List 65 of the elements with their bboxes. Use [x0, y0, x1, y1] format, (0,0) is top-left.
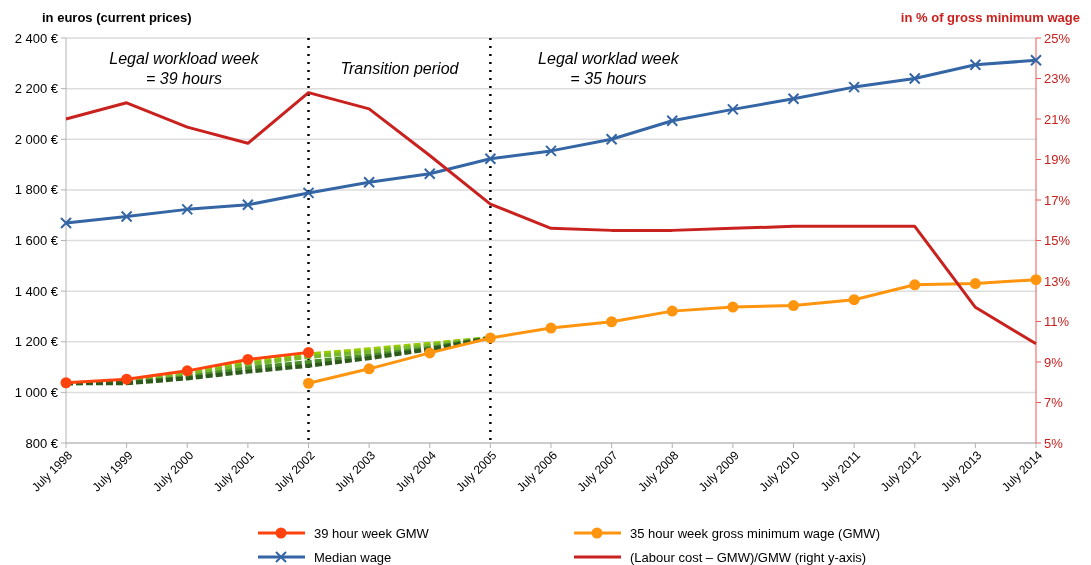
y2-tick-label: 15%: [1044, 233, 1071, 249]
legend-label: 35 hour week gross minimum wage (GMW): [630, 525, 880, 541]
y-tick-label: 1 800 €: [14, 182, 59, 198]
y2-tick-label: 25%: [1044, 30, 1071, 46]
legend-label: Median wage: [314, 549, 392, 565]
y2-tick-label: 13%: [1044, 273, 1071, 289]
point: [908, 72, 921, 85]
y2-axis-title: in % of gross minimum wage: [900, 10, 1080, 25]
point: [545, 144, 557, 157]
point: [545, 322, 557, 334]
y2-tick-label: 17%: [1044, 192, 1071, 208]
point: [848, 294, 860, 306]
y2-tick-label: 19%: [1044, 152, 1071, 168]
annotation: Transition period: [340, 60, 460, 77]
y2-tick-label: 9%: [1044, 354, 1064, 370]
y2-tick-label: 5%: [1044, 435, 1064, 451]
point: [484, 332, 496, 344]
point: [241, 198, 254, 211]
line-series: [64, 91, 1038, 346]
y-tick-label: 800 €: [25, 435, 59, 451]
point: [303, 346, 314, 358]
legend-label: 39 hour week GMW: [314, 525, 430, 541]
point: [484, 152, 497, 165]
y-tick-label: 2 400 €: [14, 30, 59, 46]
point: [302, 186, 315, 199]
point: [60, 377, 72, 389]
y-tick-label: 1 000 €: [14, 384, 59, 400]
point: [363, 363, 375, 375]
point: [242, 353, 254, 365]
point: [666, 305, 678, 317]
point: [969, 58, 982, 71]
point: [121, 373, 133, 385]
annotation: Legal worklad week = 35 hours: [538, 50, 680, 87]
y-tick-label: 2 000 €: [14, 131, 59, 147]
y-axis-title: in euros (current prices): [42, 10, 192, 25]
point: [969, 278, 981, 290]
y-tick-label: 1 400 €: [14, 283, 59, 299]
point: [727, 301, 739, 313]
point: [181, 365, 193, 377]
y-tick-label: 1 600 €: [14, 233, 59, 249]
point: [788, 300, 799, 312]
point: [60, 217, 72, 230]
point: [787, 92, 800, 105]
y2-tick-label: 11%: [1044, 314, 1070, 330]
point: [605, 133, 618, 146]
point: [424, 347, 436, 359]
point: [423, 167, 436, 180]
point: [909, 279, 921, 291]
annotation: Legal workload week = 39 hours: [109, 50, 260, 87]
legend-label: (Labour cost – GMW)/GMW (right y-axis): [630, 549, 867, 565]
point: [303, 377, 314, 389]
point: [848, 81, 861, 94]
y2-tick-label: 7%: [1044, 395, 1064, 411]
point: [1030, 54, 1042, 67]
y-tick-label: 2 200 €: [14, 81, 59, 97]
point: [1030, 274, 1042, 286]
point: [726, 103, 739, 116]
point: [666, 114, 679, 127]
point: [120, 210, 133, 223]
point: [606, 316, 618, 328]
point: [363, 176, 376, 189]
y2-tick-label: 21%: [1044, 111, 1071, 127]
y-tick-label: 1 200 €: [14, 334, 59, 350]
y2-tick-label: 23%: [1044, 71, 1071, 87]
point: [181, 203, 194, 216]
